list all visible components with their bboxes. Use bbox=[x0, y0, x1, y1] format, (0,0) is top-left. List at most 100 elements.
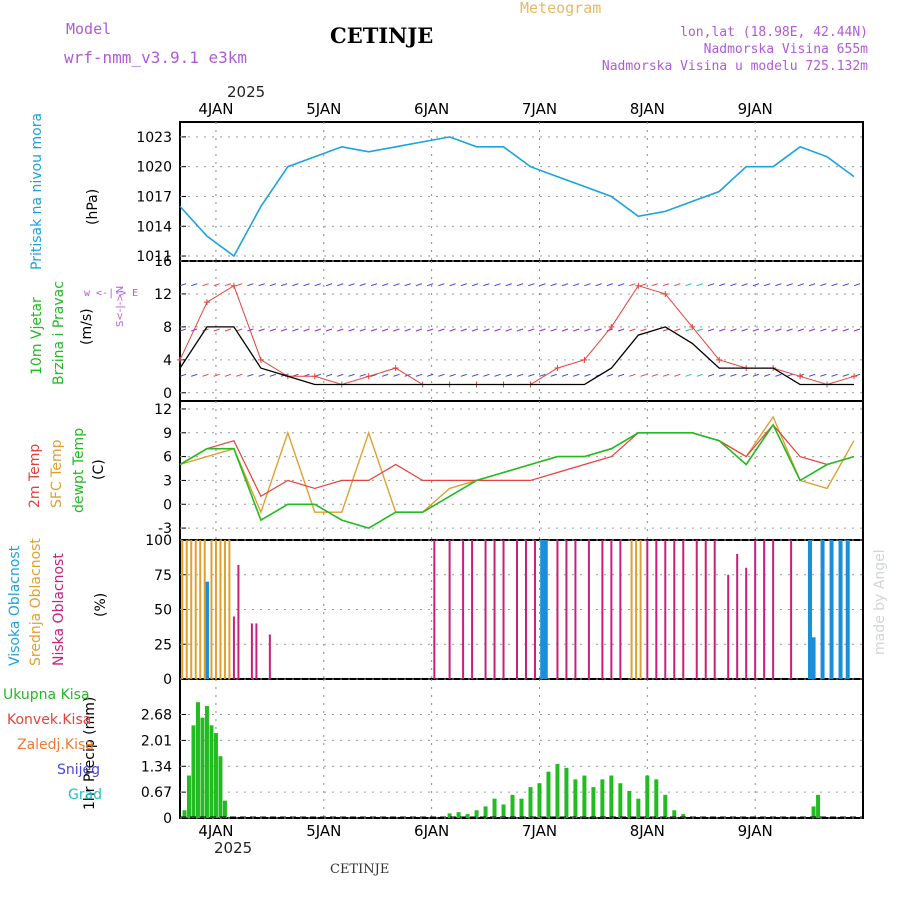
wind-arrow bbox=[651, 283, 658, 287]
wind-arrow bbox=[438, 373, 445, 377]
precip-bar bbox=[456, 812, 461, 818]
wind-arrow bbox=[236, 283, 243, 287]
wind-arrow bbox=[595, 283, 602, 287]
panel-frame bbox=[179, 121, 864, 262]
wind-arrow bbox=[696, 283, 703, 287]
wind-arrow bbox=[606, 373, 614, 377]
cloud-bar-low bbox=[619, 540, 622, 679]
cloud-bar-low bbox=[736, 553, 739, 679]
wind-arrow bbox=[191, 283, 198, 287]
wind-arrow bbox=[775, 373, 782, 377]
y-tick-label: 1017 bbox=[136, 189, 172, 205]
wind-arrow bbox=[719, 283, 726, 287]
wind-arrow bbox=[584, 283, 591, 287]
legend-konvek: Konvek.Kisa bbox=[7, 712, 92, 728]
cloud-bar-high bbox=[829, 540, 834, 679]
precip-bar bbox=[618, 783, 623, 818]
precip-bar bbox=[492, 798, 497, 818]
cloud-bar-low bbox=[682, 540, 685, 679]
date-label-bottom: 9JAN bbox=[738, 822, 773, 840]
wind-arrow bbox=[337, 328, 344, 332]
gust-marker bbox=[257, 356, 264, 363]
footer-station: CETINJE bbox=[330, 862, 390, 877]
wind-arrow bbox=[842, 373, 849, 377]
gust-marker bbox=[635, 282, 642, 289]
wind-arrow bbox=[460, 283, 467, 287]
wind-arrow bbox=[651, 373, 658, 377]
cloud-bar-mid bbox=[199, 540, 202, 679]
cloud-bar-high bbox=[811, 637, 816, 679]
wind-arrow bbox=[550, 328, 557, 332]
cloud-bar-low bbox=[574, 540, 577, 679]
cloud-bar-low bbox=[493, 540, 496, 679]
wind-arrow bbox=[359, 283, 366, 287]
date-label-bottom: 6JAN bbox=[414, 822, 449, 840]
wind-arrow bbox=[584, 328, 591, 332]
gust-marker bbox=[230, 282, 237, 289]
wind-arrow bbox=[359, 373, 366, 377]
wind-arrow bbox=[236, 328, 243, 332]
precip-bar bbox=[555, 763, 560, 818]
wind-arrow bbox=[730, 283, 737, 287]
wind-arrow bbox=[674, 328, 681, 332]
precip-bar bbox=[681, 814, 686, 818]
cloud-bar-low bbox=[601, 540, 604, 679]
wind-arrow bbox=[337, 283, 344, 287]
wind-arrow bbox=[438, 328, 445, 332]
wind-arrow bbox=[247, 373, 254, 377]
gust-marker bbox=[662, 290, 669, 297]
wind-arrow bbox=[337, 373, 344, 377]
y-tick-label: 75 bbox=[154, 568, 172, 584]
wind-arrow bbox=[483, 283, 490, 287]
wind-arrow bbox=[719, 328, 726, 332]
wind-arrow bbox=[471, 283, 479, 287]
wind-arrow bbox=[831, 373, 838, 377]
cloud-bar-high bbox=[543, 540, 548, 679]
wind-arrow bbox=[202, 283, 209, 287]
cloud-bar-low bbox=[462, 540, 465, 679]
y-tick-label: 16 bbox=[154, 254, 172, 270]
y-tick-label: 50 bbox=[154, 603, 172, 619]
cloud-bar-low bbox=[565, 540, 568, 679]
precip-bar bbox=[591, 787, 596, 818]
wind-arrow bbox=[415, 328, 423, 332]
wind-arrow bbox=[831, 328, 838, 332]
precip-bar bbox=[645, 775, 650, 818]
wind-arrow bbox=[786, 373, 793, 377]
cloud-bar-mid bbox=[185, 540, 188, 679]
wind-arrow bbox=[629, 373, 636, 377]
precip-bar bbox=[200, 717, 205, 818]
wind-arrow bbox=[797, 328, 805, 332]
wind-arrow bbox=[516, 283, 524, 287]
wind-arrow bbox=[584, 373, 591, 377]
wind-arrow bbox=[685, 283, 692, 287]
cloud-bar-low bbox=[448, 540, 451, 679]
cloud-bar-low bbox=[790, 540, 793, 679]
wind-arrow bbox=[325, 283, 333, 287]
precip-bar bbox=[672, 810, 677, 818]
model-name: wrf-nmm_v3.9.1 e3km bbox=[64, 48, 248, 67]
cloud-bar-mid bbox=[219, 540, 222, 679]
wind-arrow bbox=[325, 328, 333, 332]
wind-arrow bbox=[662, 373, 670, 377]
y-tick-label: 1.34 bbox=[141, 759, 172, 775]
model-label: Model bbox=[66, 20, 112, 38]
y-tick-label: 0 bbox=[163, 672, 172, 688]
wind-arrow bbox=[775, 283, 782, 287]
wind-arrow bbox=[370, 373, 378, 377]
gust-marker bbox=[311, 373, 318, 380]
wind-arrow bbox=[224, 373, 232, 377]
date-label-bottom: 8JAN bbox=[630, 822, 665, 840]
gust-marker bbox=[581, 356, 588, 363]
wind-arrow bbox=[415, 283, 423, 287]
y-tick-label: 1011 bbox=[136, 249, 172, 265]
wind-arrow bbox=[213, 283, 220, 287]
y-tick-label: 0 bbox=[163, 811, 172, 827]
wind-arrow bbox=[179, 328, 187, 332]
cloud-bar-high bbox=[204, 581, 209, 679]
precip-bar bbox=[663, 794, 668, 818]
panel-frame bbox=[179, 400, 864, 541]
gust-marker bbox=[716, 356, 723, 363]
cloud-bar-low bbox=[484, 540, 487, 679]
